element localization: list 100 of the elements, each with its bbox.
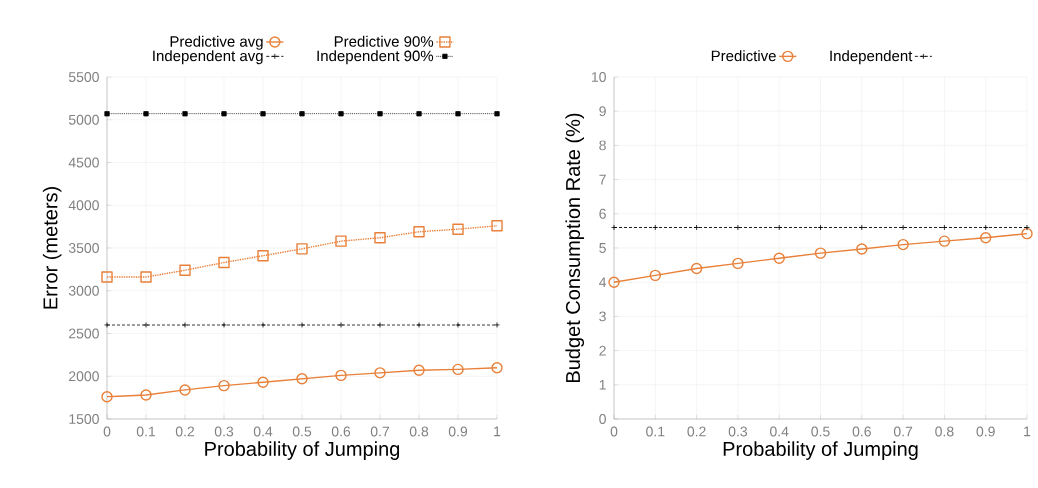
y-tick-label: 4 bbox=[599, 277, 607, 288]
y-tick-label: 3000 bbox=[68, 285, 99, 296]
point bbox=[182, 322, 188, 328]
point bbox=[257, 250, 269, 262]
point bbox=[257, 376, 269, 388]
point bbox=[938, 235, 951, 247]
y-tick-label: 4000 bbox=[68, 200, 99, 211]
legend-label: Predictive avg bbox=[170, 35, 263, 50]
point bbox=[140, 271, 152, 283]
point bbox=[338, 322, 344, 328]
y-tick-label: 6 bbox=[599, 208, 606, 219]
y-tick-label: 5500 bbox=[68, 72, 99, 82]
point bbox=[218, 256, 230, 269]
y-tick-label: 0 bbox=[599, 414, 606, 424]
y-tick-label: 2000 bbox=[69, 371, 99, 382]
x-tick-label: 0.3 bbox=[728, 426, 748, 437]
x-tick-label: 1 bbox=[1024, 426, 1031, 437]
point bbox=[817, 224, 824, 231]
point bbox=[374, 367, 386, 379]
y-tick-label: 2 bbox=[599, 345, 606, 356]
point bbox=[491, 362, 503, 374]
legend-label: Predictive bbox=[711, 50, 776, 62]
point bbox=[856, 243, 868, 255]
y-tick-label: 1500 bbox=[69, 414, 99, 424]
x-tick-label: 0.2 bbox=[175, 426, 195, 437]
x-tick-label: 0.6 bbox=[331, 426, 351, 437]
legend-label: Predictive 90% bbox=[334, 35, 434, 47]
point bbox=[104, 322, 110, 328]
y-axis-title: Budget Consumption Rate (%) bbox=[565, 113, 585, 382]
point bbox=[814, 247, 827, 259]
point bbox=[296, 243, 308, 255]
point bbox=[491, 220, 503, 232]
x-tick-label: 0.1 bbox=[646, 426, 665, 437]
point bbox=[494, 322, 500, 328]
point bbox=[1024, 224, 1030, 231]
y-tick-label: 8 bbox=[599, 140, 606, 151]
x-tick-label: 0 bbox=[103, 426, 111, 437]
point bbox=[416, 111, 422, 117]
y-tick-label: 2500 bbox=[69, 328, 99, 339]
point bbox=[982, 224, 989, 231]
point bbox=[104, 111, 110, 117]
point bbox=[452, 223, 464, 235]
x-tick-label: 0.7 bbox=[893, 426, 913, 437]
x-tick-label: 0.2 bbox=[687, 426, 706, 437]
x-tick-label: 0.8 bbox=[409, 426, 429, 437]
point bbox=[299, 322, 305, 328]
y-tick-label: 3500 bbox=[68, 243, 99, 253]
x-axis-title: Probability of Jumping bbox=[723, 441, 918, 460]
point bbox=[649, 269, 662, 282]
point bbox=[338, 111, 344, 117]
y-tick-label: 4500 bbox=[68, 157, 99, 168]
point bbox=[143, 111, 149, 117]
point bbox=[455, 322, 461, 328]
x-tick-label: 0.9 bbox=[976, 426, 995, 437]
x-tick-label: 0.6 bbox=[852, 426, 871, 437]
point bbox=[218, 379, 230, 392]
y-tick-label: 5000 bbox=[68, 114, 99, 125]
y-tick-label: 9 bbox=[599, 106, 606, 117]
point bbox=[179, 264, 191, 276]
point bbox=[377, 322, 383, 328]
y-tick-label: 1 bbox=[599, 379, 606, 390]
x-tick-label: 0.5 bbox=[811, 426, 830, 437]
point bbox=[260, 111, 266, 117]
point bbox=[690, 262, 703, 275]
point bbox=[732, 257, 744, 270]
y-tick-label: 3 bbox=[599, 311, 606, 322]
point bbox=[413, 364, 425, 376]
point bbox=[455, 111, 461, 117]
point bbox=[980, 232, 992, 244]
point bbox=[179, 384, 191, 396]
point bbox=[182, 111, 188, 117]
point bbox=[221, 111, 227, 117]
x-axis-title: Probability of Jumping bbox=[205, 441, 400, 460]
point bbox=[494, 111, 500, 117]
point bbox=[1021, 227, 1033, 240]
point bbox=[101, 391, 113, 403]
point bbox=[611, 224, 617, 231]
point bbox=[374, 232, 386, 244]
point bbox=[335, 369, 347, 382]
x-tick-label: 0.9 bbox=[448, 426, 468, 437]
point bbox=[140, 389, 152, 401]
point bbox=[101, 271, 113, 283]
point bbox=[608, 276, 620, 288]
y-tick-label: 7 bbox=[599, 174, 606, 185]
point bbox=[296, 373, 308, 385]
point bbox=[260, 322, 266, 328]
x-tick-label: 0.4 bbox=[253, 426, 273, 437]
point bbox=[858, 224, 865, 231]
point bbox=[693, 224, 700, 231]
x-tick-label: 0.3 bbox=[214, 426, 234, 437]
point bbox=[413, 226, 425, 238]
point bbox=[377, 111, 383, 117]
point bbox=[900, 224, 907, 231]
point bbox=[335, 235, 347, 247]
x-tick-label: 0 bbox=[610, 426, 618, 437]
y-tick-label: 10 bbox=[591, 72, 606, 82]
point bbox=[941, 224, 948, 231]
x-tick-label: 0.5 bbox=[292, 426, 312, 437]
legend-label: Independent 90% bbox=[317, 50, 434, 65]
y-tick-label: 5 bbox=[599, 243, 606, 253]
